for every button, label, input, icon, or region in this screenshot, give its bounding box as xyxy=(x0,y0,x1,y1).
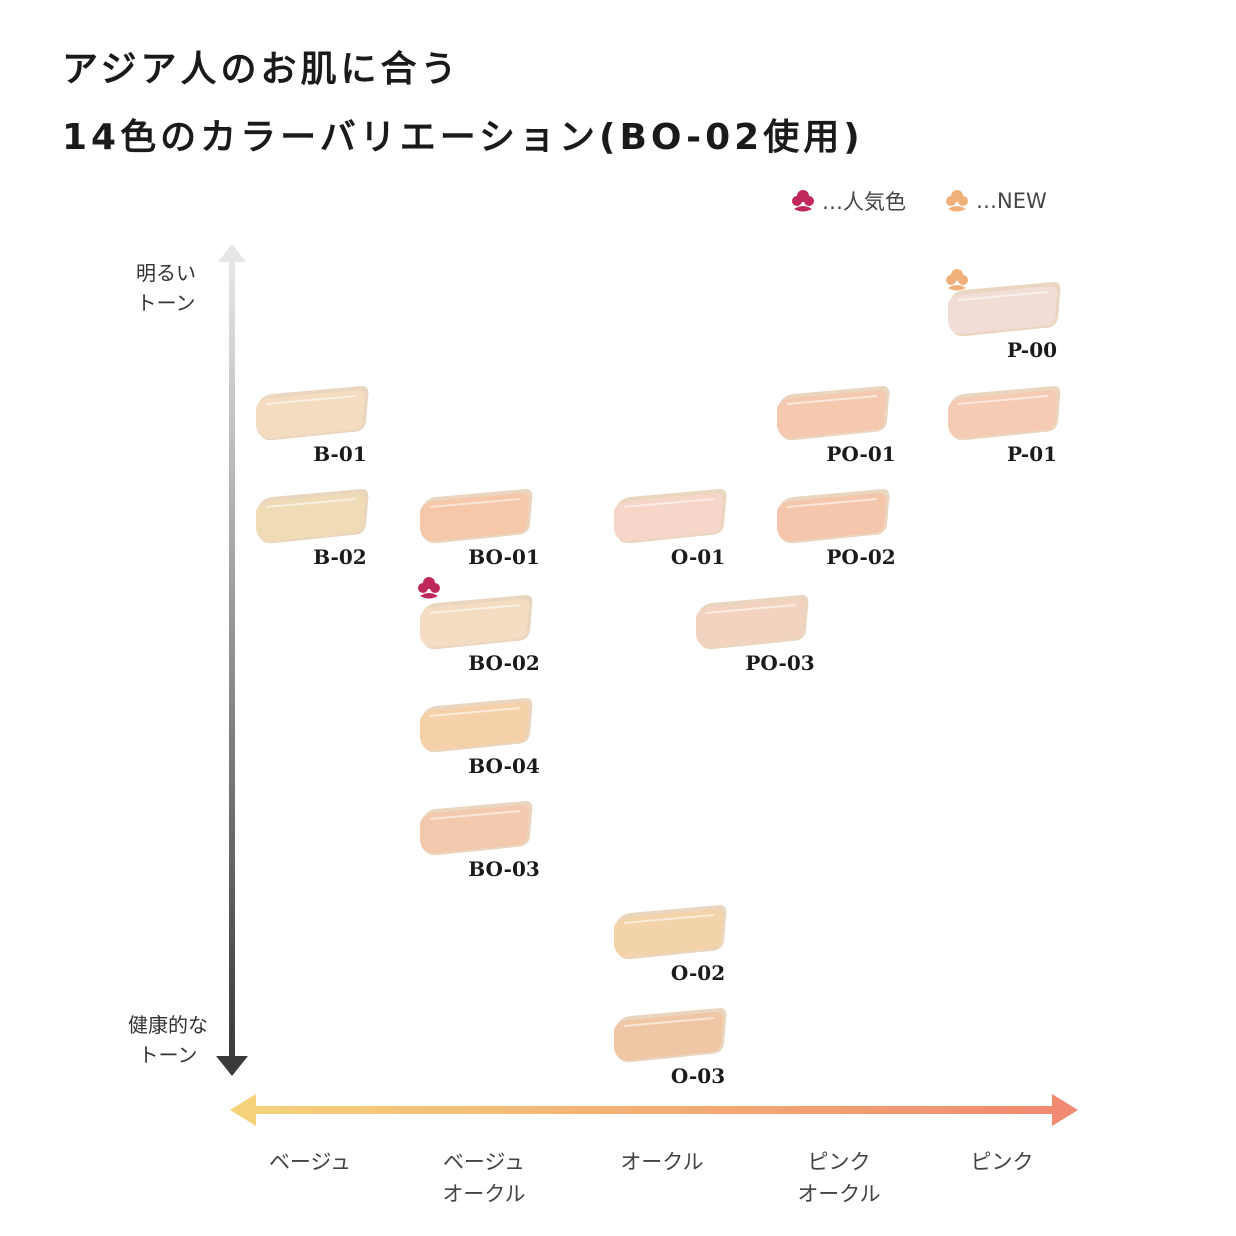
x-axis-label-pink-ochre-line-2: オークル xyxy=(797,1182,881,1206)
shade-code: B-01 xyxy=(313,442,367,466)
shade-swatch-po-03: PO-03 xyxy=(692,591,822,681)
shade-swatch-po-02: PO-02 xyxy=(773,485,903,575)
x-axis-label-pink-ochre-line-1: ピンク xyxy=(807,1150,871,1174)
shade-swatch-o-01: O-01 xyxy=(610,485,740,575)
shade-code: P-01 xyxy=(1006,442,1058,466)
x-axis-label-ochre-line-1: オークル xyxy=(620,1150,704,1174)
shade-smear xyxy=(948,386,1061,441)
y-axis-bottom-label-line-2: トーン xyxy=(138,1043,198,1067)
x-axis-label-beige-ochre-line-1: ベージュ xyxy=(442,1150,526,1174)
shade-swatch-o-03: O-03 xyxy=(610,1004,740,1094)
shade-code: O-01 xyxy=(670,545,726,569)
shade-code: BO-03 xyxy=(468,857,540,881)
legend-new-label: …NEW xyxy=(976,189,1047,213)
shade-code: PO-01 xyxy=(826,442,896,466)
y-axis-top-label-line-1: 明るい xyxy=(136,261,196,285)
shade-swatch-b-02: B-02 xyxy=(252,485,382,575)
y-axis-bottom-label: 健康的な トーン xyxy=(108,1010,228,1070)
shade-code: PO-02 xyxy=(826,545,896,569)
shade-code: BO-02 xyxy=(468,651,540,675)
shade-swatch-bo-04: BO-04 xyxy=(416,694,546,784)
shade-swatch-p-00: P-00 xyxy=(944,278,1074,368)
shade-code: O-02 xyxy=(670,961,726,985)
shade-swatch-p-01: P-01 xyxy=(944,382,1074,472)
x-axis-label-pink-ochre: ピンク オークル xyxy=(769,1146,909,1210)
shade-smear xyxy=(614,1008,727,1063)
shade-code: BO-04 xyxy=(468,754,540,778)
x-axis-label-ochre: オークル xyxy=(592,1146,732,1178)
rose-icon xyxy=(946,190,968,212)
shade-smear xyxy=(256,489,369,544)
shade-swatch-o-02: O-02 xyxy=(610,901,740,991)
legend-popular-label: …人気色 xyxy=(822,190,906,214)
shade-smear xyxy=(420,801,533,856)
shade-code: O-03 xyxy=(670,1064,726,1088)
rose-icon xyxy=(946,269,968,291)
x-axis-label-beige-ochre: ベージュ オークル xyxy=(414,1146,554,1210)
shade-code: P-00 xyxy=(1006,338,1058,362)
horizontal-axis-arrow xyxy=(230,1094,1078,1126)
shade-smear xyxy=(614,489,727,544)
shade-swatch-b-01: B-01 xyxy=(252,382,382,472)
legend-new: …NEW xyxy=(942,186,1047,216)
x-axis-label-beige-ochre-line-2: オークル xyxy=(442,1182,526,1206)
rose-icon xyxy=(792,190,814,212)
shade-code: BO-01 xyxy=(468,545,540,569)
vertical-axis-arrow xyxy=(216,244,248,1076)
shade-swatch-bo-01: BO-01 xyxy=(416,485,546,575)
shade-swatch-bo-02: BO-02 xyxy=(416,591,546,681)
y-axis-bottom-label-line-1: 健康的な xyxy=(128,1013,208,1037)
shade-smear xyxy=(777,489,890,544)
shade-smear xyxy=(420,489,533,544)
legend-popular: …人気色 xyxy=(788,186,906,216)
shade-smear xyxy=(948,282,1061,337)
y-axis-top-label: 明るい トーン xyxy=(114,258,218,318)
shade-smear xyxy=(420,595,533,650)
x-axis-label-beige: ベージュ xyxy=(240,1146,380,1178)
shade-smear xyxy=(777,386,890,441)
x-axis-label-pink: ピンク xyxy=(932,1146,1072,1178)
x-axis-label-beige-line-1: ベージュ xyxy=(268,1150,352,1174)
shade-code: PO-03 xyxy=(745,651,815,675)
shade-smear xyxy=(614,905,727,960)
shade-swatch-bo-03: BO-03 xyxy=(416,797,546,887)
shade-smear xyxy=(420,698,533,753)
shade-code: B-02 xyxy=(313,545,367,569)
shade-swatch-po-01: PO-01 xyxy=(773,382,903,472)
rose-icon xyxy=(418,577,440,599)
y-axis-top-label-line-2: トーン xyxy=(136,291,196,315)
x-axis-label-pink-line-1: ピンク xyxy=(970,1150,1034,1174)
page-title-line-1: アジア人のお肌に合う xyxy=(62,49,461,90)
shade-smear xyxy=(696,595,809,650)
page-title-line-2: 14色のカラーバリエーション(BO-02使用) xyxy=(62,117,864,158)
shade-smear xyxy=(256,386,369,441)
